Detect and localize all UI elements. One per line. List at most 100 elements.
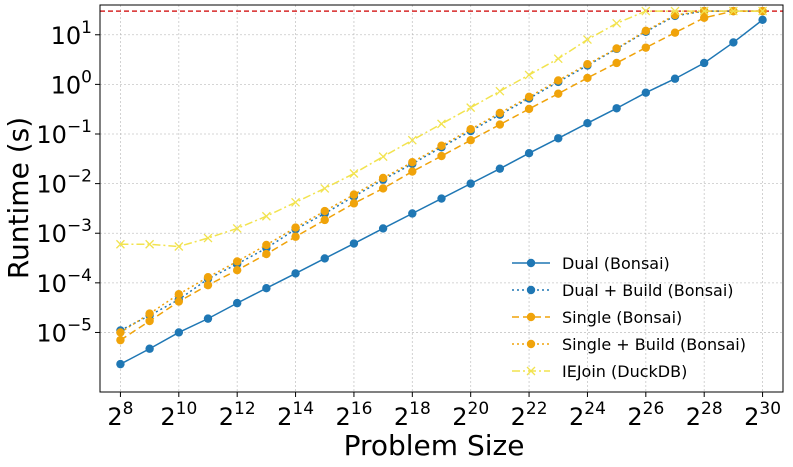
legend-label: Dual + Build (Bonsai) — [562, 281, 734, 300]
data-point — [524, 104, 534, 114]
data-point — [670, 74, 680, 83]
data-point — [495, 86, 505, 96]
x-tick-label: 226 — [627, 399, 664, 431]
y-tick-label: 10−4 — [36, 266, 92, 298]
data-point — [320, 215, 329, 225]
data-point — [641, 26, 651, 36]
legend-swatch-marker — [526, 258, 536, 268]
data-point — [320, 206, 329, 216]
data-point — [378, 224, 388, 233]
data-point — [145, 344, 154, 353]
data-point — [349, 239, 359, 248]
data-point — [524, 92, 534, 102]
series-iejoin-duckdb — [115, 6, 768, 251]
data-point — [583, 73, 592, 83]
data-point — [291, 223, 300, 232]
data-point — [582, 35, 592, 45]
series-line — [120, 10, 763, 341]
data-point — [291, 197, 301, 207]
x-tick-label: 216 — [335, 399, 372, 431]
data-point — [553, 54, 563, 64]
x-tick-label: 224 — [569, 399, 606, 431]
series-dual-bonsai — [116, 15, 767, 369]
y-tick-label: 10−2 — [36, 167, 92, 199]
x-tick-label: 220 — [452, 399, 489, 431]
x-axis-ticks: 28 210 212 214 216 218 220 222 224 226 228 230 — [107, 392, 781, 431]
data-point — [699, 6, 709, 16]
data-point — [378, 173, 388, 183]
data-point — [641, 88, 651, 97]
legend-swatch-marker — [526, 285, 536, 295]
y-tick-label: 10−3 — [36, 216, 92, 248]
data-point — [145, 309, 154, 318]
data-point — [262, 249, 271, 259]
legend-swatch-marker — [526, 312, 536, 322]
y-tick-label: 101 — [51, 18, 92, 50]
data-point — [728, 6, 738, 16]
data-point — [145, 239, 155, 249]
data-point — [174, 242, 184, 251]
data-point — [612, 104, 621, 113]
data-point — [291, 269, 300, 278]
data-point — [466, 179, 475, 188]
data-point — [115, 239, 125, 249]
x-tick-label: 222 — [511, 399, 548, 431]
data-point — [554, 89, 563, 98]
data-point — [437, 141, 446, 150]
data-point — [670, 10, 680, 20]
data-point — [145, 316, 154, 326]
data-point — [758, 15, 767, 25]
data-point — [699, 58, 709, 68]
legend-swatch-marker — [526, 366, 536, 376]
data-point — [232, 298, 242, 308]
data-point — [407, 135, 417, 145]
data-point — [670, 6, 680, 16]
data-point — [408, 209, 417, 218]
data-point — [495, 108, 505, 118]
data-point — [466, 135, 475, 145]
data-point — [378, 184, 388, 193]
data-point — [203, 280, 213, 290]
data-point — [641, 43, 651, 52]
plot-frame — [99, 4, 784, 393]
data-point — [116, 359, 125, 369]
data-point — [729, 38, 738, 47]
data-point — [437, 151, 446, 161]
data-point — [116, 328, 125, 337]
data-point — [232, 223, 242, 233]
data-point — [349, 199, 359, 208]
x-tick-label: 228 — [686, 399, 723, 431]
data-series — [115, 6, 768, 369]
data-point — [524, 70, 534, 80]
series-line — [120, 10, 763, 248]
data-point — [320, 254, 329, 263]
data-point — [437, 194, 446, 203]
data-point — [291, 232, 300, 241]
data-point — [408, 167, 417, 176]
y-tick-label: 10−1 — [36, 117, 92, 149]
data-point — [758, 6, 768, 16]
y-tick-label: 10−5 — [36, 315, 92, 347]
data-point — [554, 134, 563, 143]
x-tick-label: 218 — [394, 399, 431, 431]
y-tick-label: 100 — [51, 67, 92, 99]
data-point — [554, 76, 563, 85]
data-point — [349, 190, 359, 199]
x-axis-title: Problem Size — [344, 429, 525, 462]
data-point — [262, 283, 271, 293]
data-point — [174, 328, 184, 337]
data-point — [612, 58, 621, 68]
data-point — [466, 124, 475, 134]
data-point — [203, 233, 213, 243]
data-point — [641, 6, 651, 16]
x-tick-label: 28 — [107, 399, 133, 431]
data-point — [408, 158, 417, 167]
legend-label: Single + Build (Bonsai) — [562, 335, 746, 354]
x-tick-label: 214 — [277, 399, 314, 431]
data-point — [262, 240, 271, 250]
data-point — [261, 211, 271, 221]
data-point — [232, 257, 242, 266]
x-tick-label: 230 — [744, 399, 781, 431]
legend-swatch-marker — [526, 339, 536, 349]
